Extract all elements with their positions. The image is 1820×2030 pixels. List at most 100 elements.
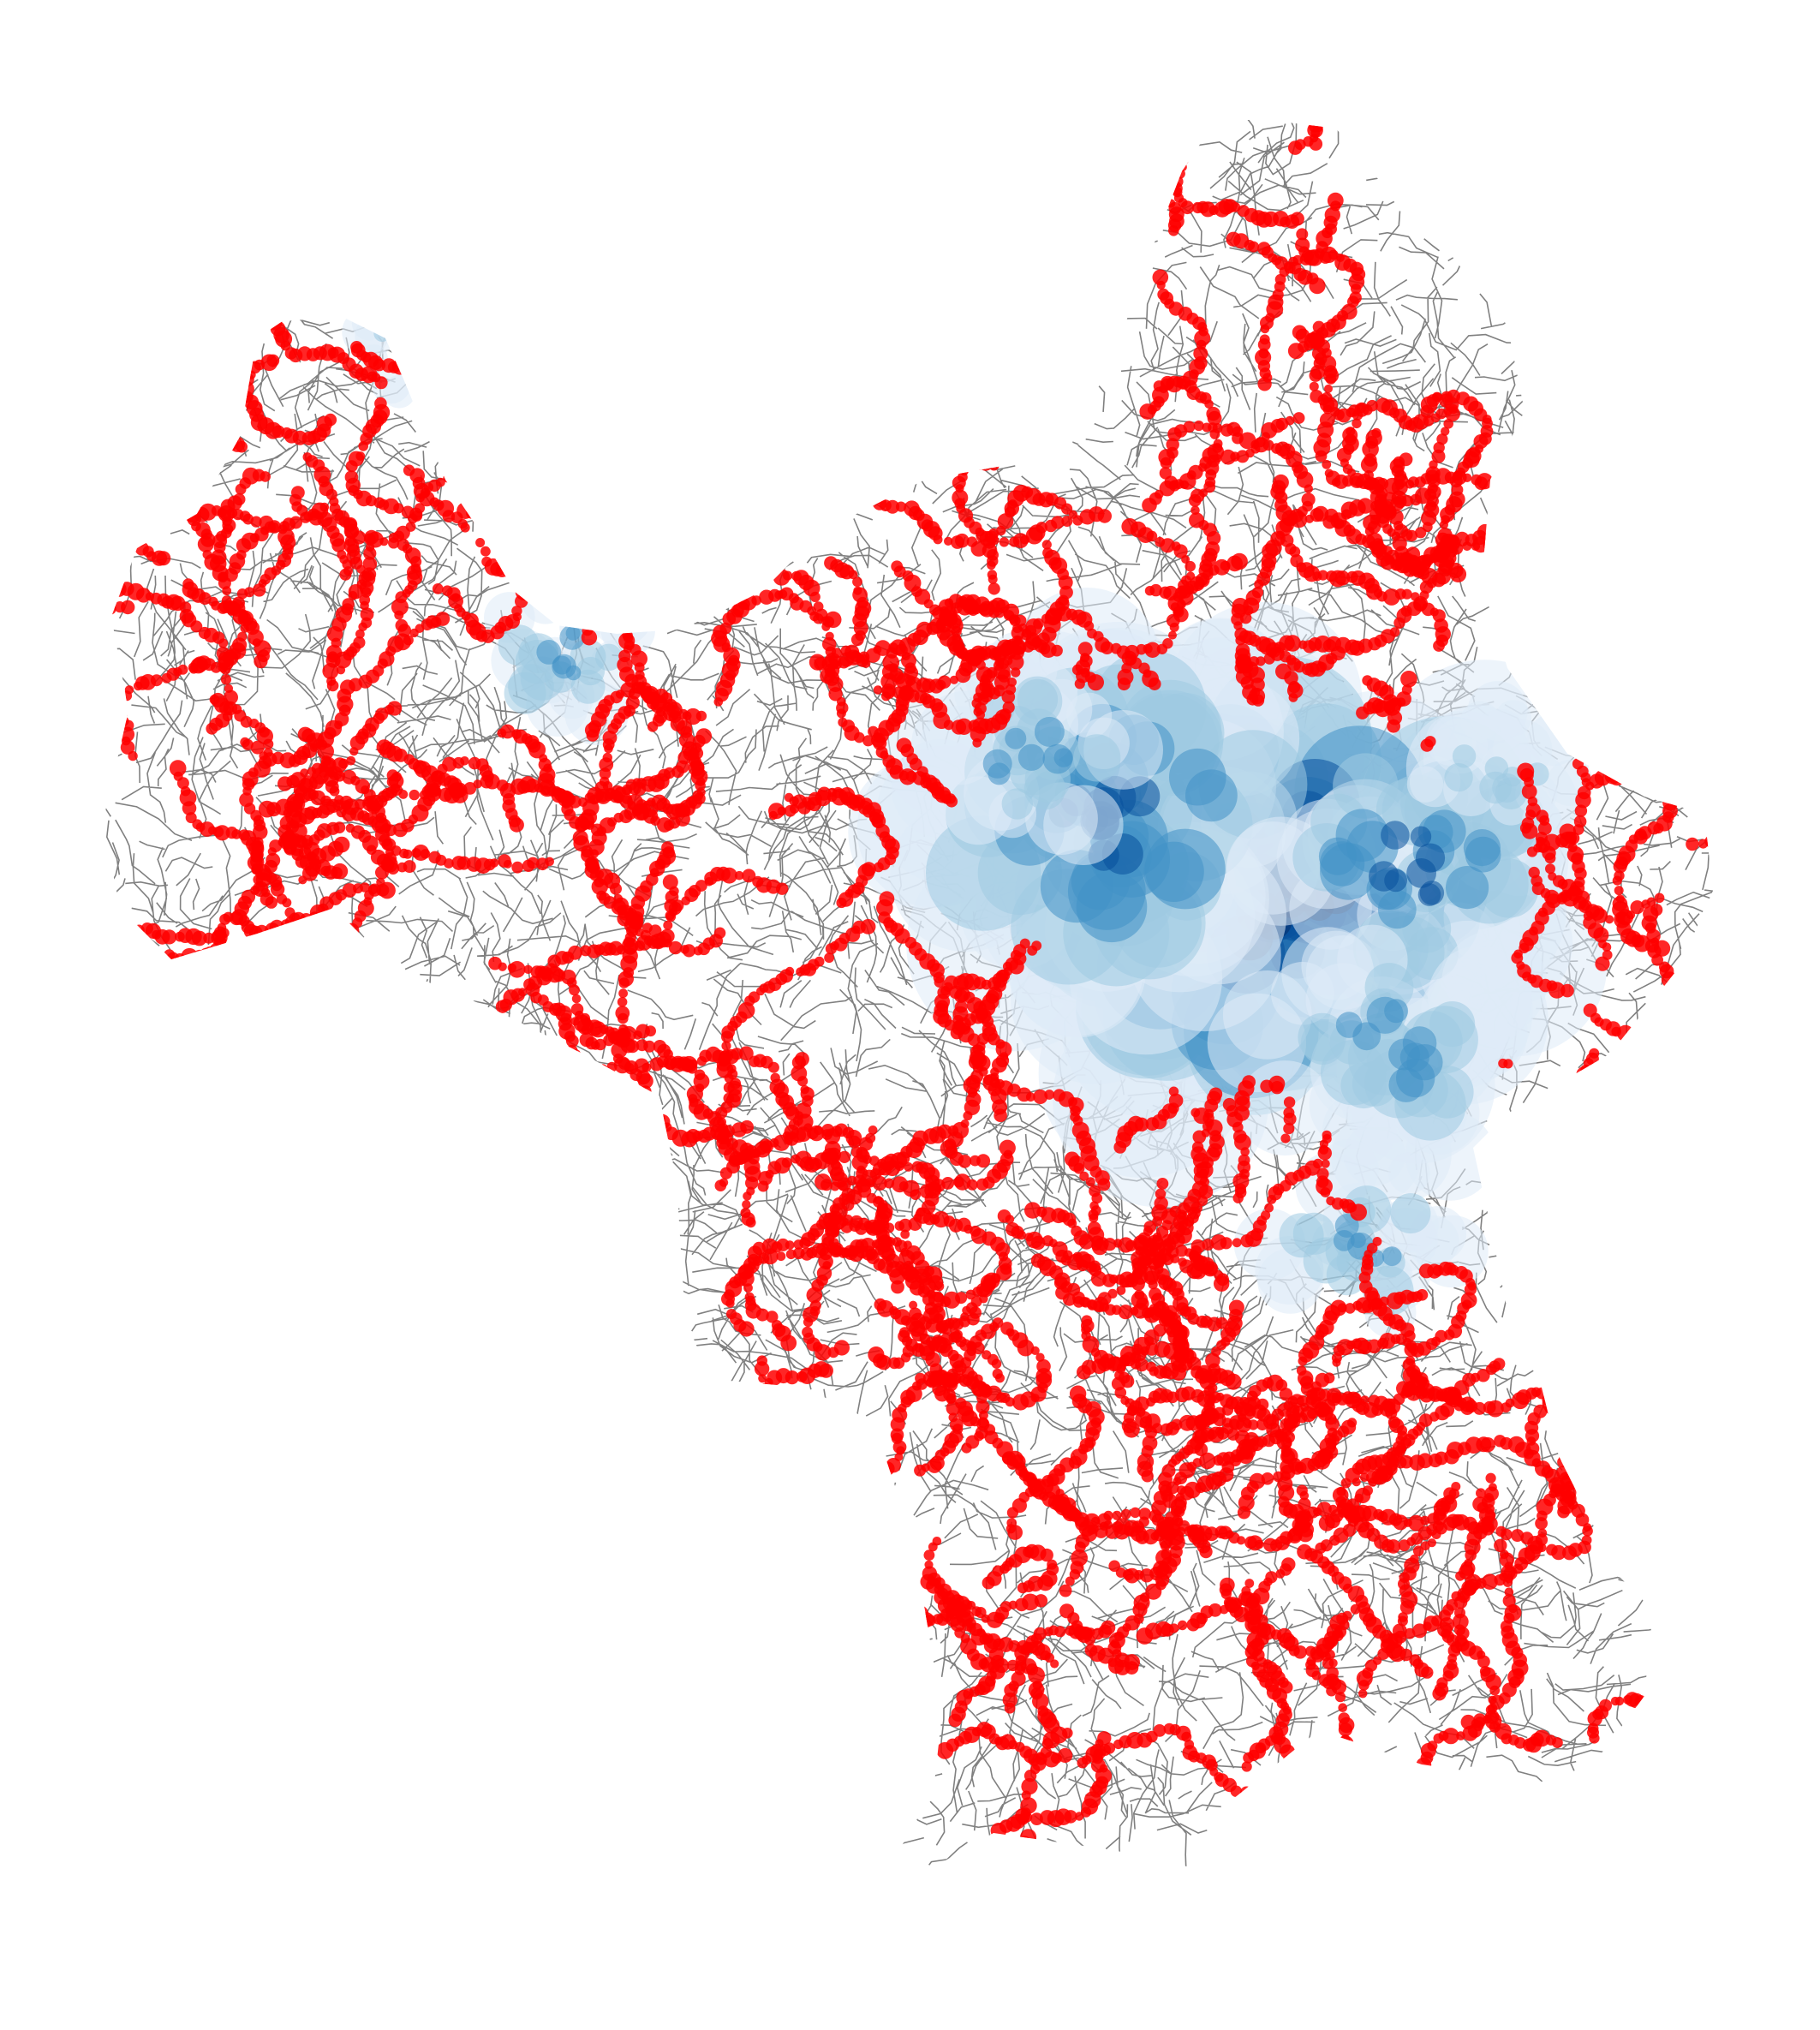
point-marker	[1361, 1773, 1375, 1787]
density-cell	[1390, 1193, 1431, 1234]
density-cell	[1377, 890, 1417, 929]
density-cell	[1169, 748, 1226, 806]
point-marker	[769, 1451, 779, 1461]
point-marker	[347, 936, 361, 950]
point-marker	[196, 296, 206, 306]
point-marker	[764, 1377, 773, 1387]
point-marker	[1672, 1698, 1688, 1715]
point-marker	[355, 451, 366, 461]
point-marker	[914, 1464, 927, 1477]
point-marker	[1702, 1716, 1713, 1731]
point-marker	[474, 449, 491, 466]
point-marker	[1569, 1400, 1585, 1416]
point-marker	[760, 1382, 771, 1394]
point-marker	[1741, 1687, 1755, 1701]
point-marker	[773, 1420, 790, 1436]
point-marker	[604, 532, 619, 547]
point-marker	[598, 1064, 608, 1073]
point-marker	[497, 728, 507, 738]
point-marker	[935, 1320, 949, 1334]
point-marker	[822, 1465, 838, 1481]
point-marker	[1692, 1413, 1704, 1425]
density-cell	[1066, 692, 1113, 738]
point-marker	[1627, 1446, 1639, 1458]
density-cell	[508, 664, 554, 710]
point-marker	[215, 290, 226, 302]
point-marker	[198, 457, 212, 469]
point-marker	[352, 530, 367, 545]
point-marker	[862, 735, 874, 747]
point-marker	[1220, 1577, 1235, 1593]
point-marker	[1239, 612, 1252, 624]
point-marker	[960, 463, 971, 474]
point-marker	[83, 605, 97, 618]
point-marker	[1004, 1848, 1017, 1861]
point-marker	[1364, 93, 1373, 101]
point-marker	[519, 578, 531, 590]
point-marker	[934, 1281, 945, 1292]
density-cell	[385, 284, 428, 327]
point-marker	[814, 956, 825, 967]
point-marker	[236, 440, 248, 453]
point-marker	[1728, 848, 1740, 860]
point-marker	[1030, 1253, 1046, 1268]
point-marker	[988, 460, 1000, 471]
point-marker	[1640, 770, 1652, 781]
point-marker	[193, 949, 206, 964]
point-marker	[1263, 1537, 1278, 1552]
point-marker	[543, 534, 555, 546]
point-marker	[447, 445, 462, 462]
point-marker	[219, 913, 231, 925]
point-marker	[583, 515, 595, 527]
point-marker	[825, 1467, 841, 1484]
density-cell	[1388, 1152, 1430, 1194]
point-marker	[719, 1178, 729, 1187]
point-marker	[628, 1100, 639, 1111]
point-marker	[836, 708, 846, 719]
point-marker	[230, 287, 245, 302]
point-marker	[1117, 678, 1131, 691]
point-marker	[1369, 1777, 1380, 1788]
point-marker	[1329, 120, 1345, 121]
point-marker	[1420, 1782, 1432, 1794]
point-marker	[1287, 343, 1304, 360]
point-marker	[534, 560, 546, 572]
point-marker	[578, 1059, 594, 1075]
point-marker	[1772, 1634, 1784, 1646]
density-cell	[396, 320, 423, 347]
density-cell	[1406, 858, 1436, 888]
point-marker	[783, 570, 793, 581]
point-marker	[695, 728, 713, 744]
point-marker	[1121, 650, 1137, 666]
point-marker	[220, 674, 232, 685]
point-marker	[1667, 1001, 1684, 1019]
point-marker	[548, 1161, 561, 1174]
point-marker	[817, 1465, 827, 1475]
point-marker	[1579, 1092, 1591, 1104]
point-marker	[964, 1873, 980, 1889]
point-marker	[1757, 1649, 1775, 1666]
point-marker	[1615, 894, 1625, 904]
point-marker	[770, 1414, 783, 1427]
point-marker	[1346, 1752, 1359, 1765]
point-marker	[613, 1132, 627, 1145]
point-marker	[1667, 1427, 1682, 1442]
point-marker	[103, 665, 104, 683]
point-marker	[788, 1462, 798, 1472]
point-marker	[1559, 1453, 1568, 1462]
point-marker	[235, 483, 247, 495]
point-marker	[619, 621, 630, 630]
point-marker	[432, 583, 444, 594]
point-marker	[1564, 1425, 1573, 1436]
point-marker	[1662, 1696, 1678, 1712]
point-marker	[1283, 1096, 1296, 1108]
point-marker	[971, 698, 982, 708]
point-marker	[1647, 944, 1662, 958]
point-marker	[1629, 768, 1645, 785]
point-marker	[663, 939, 672, 948]
point-marker	[941, 1177, 955, 1190]
point-marker	[1225, 1373, 1242, 1390]
point-marker	[1682, 1121, 1692, 1131]
point-marker	[1304, 484, 1314, 493]
point-marker	[952, 1318, 964, 1331]
